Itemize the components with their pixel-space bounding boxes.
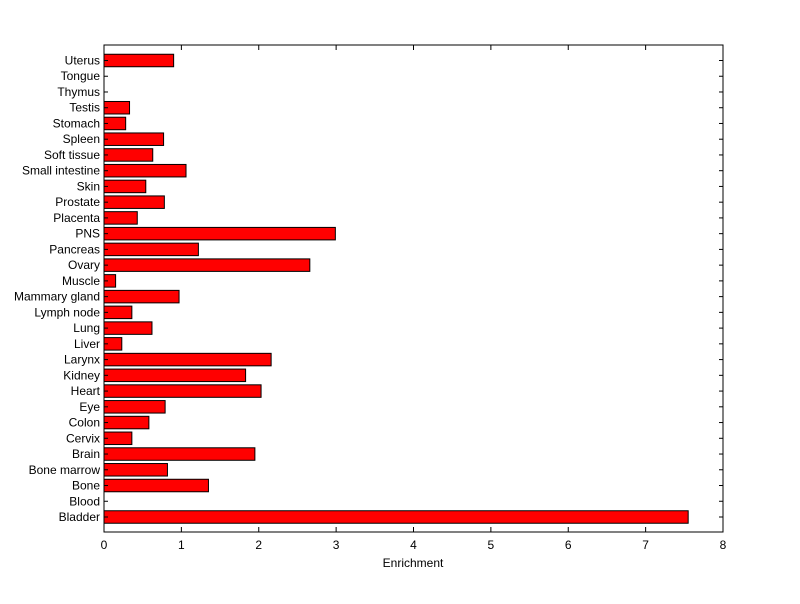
x-tick-label-2: 2 bbox=[255, 538, 262, 552]
y-tick-label-mammary-gland: Mammary gland bbox=[14, 290, 100, 304]
bar-larynx bbox=[103, 352, 272, 367]
y-tick-label-spleen: Spleen bbox=[63, 132, 100, 146]
y-tick-label-lung: Lung bbox=[73, 321, 100, 335]
bar-brain bbox=[103, 447, 256, 461]
bar-placenta bbox=[103, 211, 138, 225]
x-tick-label-3: 3 bbox=[333, 538, 340, 552]
x-tick-label-6: 6 bbox=[565, 538, 572, 552]
y-tick-label-skin: Skin bbox=[77, 179, 100, 193]
y-tick-label-blood: Blood bbox=[69, 494, 100, 508]
x-axis-label: Enrichment bbox=[383, 556, 444, 570]
bar-pancreas bbox=[103, 242, 199, 257]
y-tick-label-cervix: Cervix bbox=[66, 431, 100, 445]
bar-lung bbox=[103, 321, 153, 335]
x-tick-label-8: 8 bbox=[720, 538, 727, 552]
bar-cervix bbox=[103, 431, 133, 446]
x-tick-label-0: 0 bbox=[101, 538, 108, 552]
y-tick-label-tongue: Tongue bbox=[61, 69, 101, 83]
bar-bone-marrow bbox=[103, 463, 168, 477]
y-tick-label-soft-tissue: Soft tissue bbox=[44, 148, 100, 162]
bar-lymph-node bbox=[103, 305, 133, 320]
y-tick-label-lymph-node: Lymph node bbox=[34, 305, 100, 319]
y-tick-label-testis: Testis bbox=[69, 101, 100, 115]
bar-bladder bbox=[103, 510, 689, 524]
bar-kidney bbox=[103, 368, 247, 383]
y-tick-label-muscle: Muscle bbox=[62, 274, 100, 288]
y-tick-label-pns: PNS bbox=[75, 227, 100, 241]
y-tick-label-colon: Colon bbox=[69, 416, 100, 430]
y-tick-label-thymus: Thymus bbox=[57, 85, 100, 99]
y-tick-label-small-intestine: Small intestine bbox=[22, 164, 100, 178]
bar-prostate bbox=[103, 195, 165, 209]
y-tick-label-ovary: Ovary bbox=[68, 258, 100, 272]
y-tick-label-liver: Liver bbox=[74, 337, 100, 351]
x-tick-label-7: 7 bbox=[642, 538, 649, 552]
bar-uterus bbox=[103, 53, 175, 68]
bar-spleen bbox=[103, 132, 165, 146]
y-tick-label-placenta: Placenta bbox=[53, 211, 100, 225]
bar-ovary bbox=[103, 258, 311, 272]
bar-colon bbox=[103, 415, 150, 430]
bar-soft-tissue bbox=[103, 148, 154, 162]
x-tick-label-1: 1 bbox=[178, 538, 185, 552]
y-tick-label-bladder: Bladder bbox=[59, 510, 100, 524]
bar-pns bbox=[103, 226, 336, 241]
bar-small-intestine bbox=[103, 163, 187, 178]
plot-frame bbox=[103, 44, 724, 533]
bar-skin bbox=[103, 179, 147, 194]
y-tick-label-brain: Brain bbox=[72, 447, 100, 461]
y-tick-label-larynx: Larynx bbox=[64, 353, 100, 367]
y-tick-label-heart: Heart bbox=[71, 384, 101, 398]
y-tick-label-uterus: Uterus bbox=[65, 54, 100, 68]
x-tick-label-5: 5 bbox=[488, 538, 495, 552]
bar-mammary-gland bbox=[103, 289, 180, 304]
y-tick-label-bone: Bone bbox=[72, 479, 100, 493]
y-tick-label-kidney: Kidney bbox=[63, 368, 100, 382]
x-tick-label-4: 4 bbox=[410, 538, 417, 552]
y-tick-label-bone-marrow: Bone marrow bbox=[29, 463, 101, 477]
y-tick-label-pancreas: Pancreas bbox=[49, 242, 100, 256]
y-tick-label-prostate: Prostate bbox=[55, 195, 100, 209]
y-tick-label-stomach: Stomach bbox=[53, 116, 100, 130]
bar-eye bbox=[103, 400, 166, 414]
bar-heart bbox=[103, 384, 262, 398]
bar-bone bbox=[103, 478, 209, 493]
y-tick-label-eye: Eye bbox=[79, 400, 100, 414]
